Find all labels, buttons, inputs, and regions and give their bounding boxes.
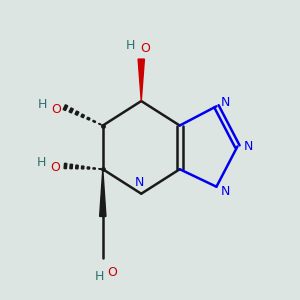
- Text: O: O: [108, 266, 118, 279]
- Text: N: N: [244, 140, 253, 153]
- Text: N: N: [220, 185, 230, 199]
- Polygon shape: [63, 105, 68, 111]
- Text: H: H: [38, 98, 47, 111]
- Polygon shape: [64, 163, 67, 169]
- Text: N: N: [220, 96, 230, 109]
- Text: H: H: [125, 39, 135, 52]
- Polygon shape: [69, 108, 73, 113]
- Text: O: O: [140, 42, 150, 55]
- Text: H: H: [94, 270, 104, 283]
- Polygon shape: [93, 120, 96, 122]
- Polygon shape: [81, 166, 84, 169]
- Polygon shape: [81, 114, 84, 118]
- Polygon shape: [70, 164, 73, 169]
- Polygon shape: [87, 167, 90, 169]
- Polygon shape: [75, 111, 79, 115]
- Text: O: O: [51, 103, 61, 116]
- Text: O: O: [50, 161, 60, 174]
- Polygon shape: [100, 169, 106, 216]
- Text: H: H: [37, 156, 46, 169]
- Polygon shape: [138, 59, 144, 101]
- Polygon shape: [99, 123, 101, 125]
- Polygon shape: [93, 168, 95, 169]
- Text: N: N: [135, 176, 144, 189]
- Polygon shape: [76, 165, 78, 169]
- Polygon shape: [87, 117, 90, 120]
